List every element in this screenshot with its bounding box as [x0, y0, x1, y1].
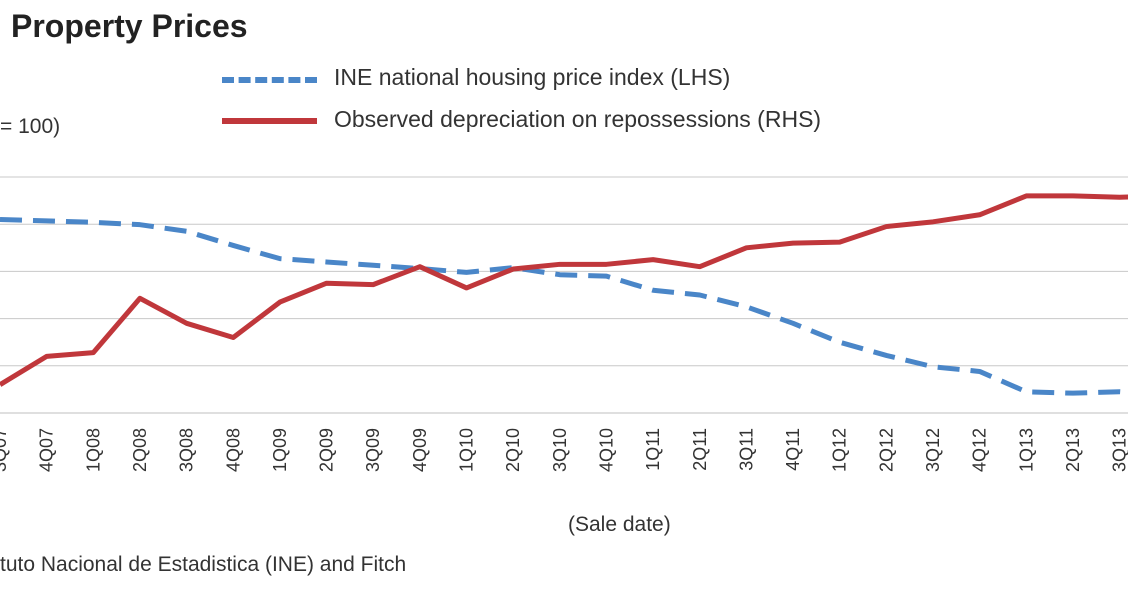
- x-tick-label: 1Q08: [83, 428, 103, 472]
- gridlines: [0, 176, 1128, 414]
- x-tick-label: 1Q12: [830, 428, 850, 472]
- x-tick-label: 2Q11: [690, 428, 710, 471]
- legend-swatch-ine-index: [222, 77, 317, 83]
- x-tick-label: 4Q10: [596, 428, 616, 472]
- x-tick-label: 3Q12: [923, 428, 943, 472]
- legend-label-repossession-depreciation: Observed depreciation on repossessions (…: [334, 106, 822, 132]
- chart-title: Property Prices: [11, 8, 248, 44]
- x-tick-label: 4Q11: [783, 428, 803, 471]
- x-tick-label: 2Q09: [317, 428, 337, 472]
- x-tick-label: 1Q09: [270, 428, 290, 472]
- series-line-ine-index: [0, 216, 1128, 396]
- x-tick-label: 1Q11: [643, 428, 663, 471]
- legend-label-ine-index: INE national housing price index (LHS): [334, 64, 731, 90]
- x-tick-label: 2Q08: [130, 428, 150, 472]
- x-tick-label: 3Q09: [363, 428, 383, 472]
- x-axis-label: (Sale date): [568, 513, 671, 536]
- x-tick-label: 1Q13: [1016, 428, 1036, 472]
- x-tick-label: 4Q09: [410, 428, 430, 472]
- series-lines: [0, 193, 1128, 396]
- x-tick-label: 3Q10: [550, 428, 570, 472]
- x-tick-labels: 3Q07 4Q07 1Q08 2Q08 3Q08 4Q08 1Q09 2Q09 3Q09 4Q09…: [0, 428, 1128, 472]
- source-note: tuto Nacional de Estadistica (INE) and F…: [0, 553, 407, 576]
- y-axis-label: = 100): [0, 115, 61, 138]
- x-tick-label: 4Q07: [37, 428, 57, 472]
- x-tick-label: 1Q10: [457, 428, 477, 472]
- x-tick-label: 4Q08: [223, 428, 243, 472]
- x-tick-label: 2Q12: [876, 428, 896, 472]
- x-tick-label: 3Q11: [736, 428, 756, 471]
- x-tick-label: 3Q07: [0, 428, 10, 472]
- x-tick-label: 3Q13: [1110, 428, 1128, 472]
- x-tick-label: 2Q10: [503, 428, 523, 472]
- x-tick-label: 4Q12: [970, 428, 990, 472]
- series-line-repossession-depreciation: [0, 193, 1128, 387]
- x-tick-label: 2Q13: [1063, 428, 1083, 472]
- x-tick-label: 3Q08: [177, 428, 197, 472]
- legend-swatch-repossession-depreciation: [222, 118, 317, 124]
